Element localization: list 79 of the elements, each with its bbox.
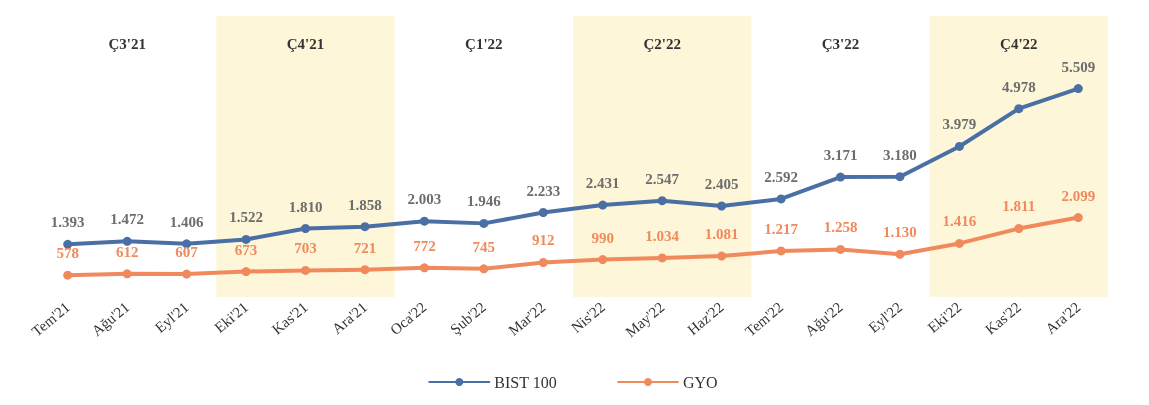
band-label: Ç4'22 xyxy=(1000,36,1038,52)
data-label: 721 xyxy=(353,239,377,256)
point xyxy=(1014,223,1024,233)
data-label: 2.003 xyxy=(407,191,442,208)
point xyxy=(895,172,905,182)
data-label: 578 xyxy=(56,245,79,262)
data-label: 3.180 xyxy=(883,146,917,163)
data-label: 1.130 xyxy=(883,224,917,241)
point xyxy=(717,201,727,211)
data-label: 5.509 xyxy=(1061,58,1096,75)
point xyxy=(122,269,132,279)
data-label: 607 xyxy=(175,244,199,261)
data-label: 4.978 xyxy=(1001,78,1036,95)
text: Ç3'21 xyxy=(108,36,146,52)
point xyxy=(479,218,489,228)
point xyxy=(63,239,73,249)
point xyxy=(1073,213,1083,223)
point xyxy=(419,216,429,226)
data-label: 3.979 xyxy=(942,116,977,133)
point xyxy=(895,249,905,259)
point xyxy=(63,270,73,280)
data-label: 1.858 xyxy=(348,196,382,213)
text: Ç3'22 xyxy=(821,36,860,52)
point xyxy=(776,194,786,204)
point xyxy=(836,244,845,254)
data-label: 2.592 xyxy=(764,168,798,185)
data-label: 3.171 xyxy=(823,147,858,164)
data-label: 1.522 xyxy=(229,209,263,226)
data-label: 2.547 xyxy=(645,170,680,187)
data-label: 1.810 xyxy=(288,198,323,215)
data-label: 745 xyxy=(472,238,496,255)
point xyxy=(1073,84,1083,94)
point xyxy=(360,265,370,275)
data-label: 990 xyxy=(591,229,614,246)
point xyxy=(360,222,370,232)
data-label: 1.406 xyxy=(169,213,204,230)
point xyxy=(301,265,310,275)
data-label: 1.416 xyxy=(942,213,977,230)
data-label: 2.431 xyxy=(585,175,620,192)
data-label: 2.405 xyxy=(704,176,739,193)
text: Ç1'22 xyxy=(465,36,503,52)
point xyxy=(954,238,964,248)
point xyxy=(479,264,489,274)
point xyxy=(419,263,429,273)
legend-label: BIST 100 xyxy=(494,373,557,391)
data-label: 2.099 xyxy=(1061,187,1096,204)
data-label: 1.034 xyxy=(645,227,680,244)
data-label: 612 xyxy=(115,243,139,260)
point xyxy=(776,246,786,256)
point xyxy=(301,224,310,234)
data-label: 912 xyxy=(532,232,555,249)
point xyxy=(657,253,667,263)
point xyxy=(538,258,548,267)
point xyxy=(657,196,667,206)
data-label: 1.811 xyxy=(1002,198,1036,215)
data-label: 673 xyxy=(234,241,258,258)
data-label: 1.946 xyxy=(466,193,502,210)
point xyxy=(954,141,964,151)
point xyxy=(538,208,548,218)
band-label: Ç4'21 xyxy=(286,36,325,52)
band-label: Ç2'22 xyxy=(643,36,681,52)
data-label: 1.217 xyxy=(764,220,799,237)
legend-label: GYO xyxy=(683,373,718,391)
point xyxy=(836,172,845,182)
data-label: 772 xyxy=(413,237,436,254)
data-label: 1.258 xyxy=(823,219,858,236)
point xyxy=(598,255,608,265)
data-label: 1.472 xyxy=(110,211,145,228)
point xyxy=(1014,104,1024,114)
data-label: 1.393 xyxy=(50,214,85,231)
point xyxy=(122,236,132,246)
data-label: 703 xyxy=(294,240,317,257)
point xyxy=(717,251,727,261)
point xyxy=(598,200,608,210)
data-label: 1.081 xyxy=(704,226,739,243)
point xyxy=(241,234,251,244)
data-label: 2.233 xyxy=(526,182,561,199)
point xyxy=(241,267,251,277)
point xyxy=(182,269,192,279)
